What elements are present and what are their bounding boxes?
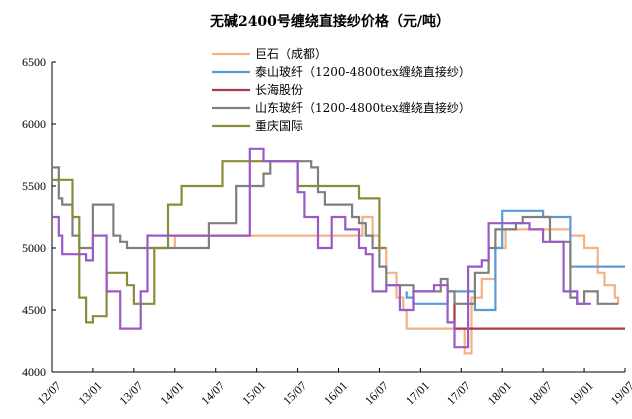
x-tick-label: 18/07 bbox=[526, 379, 555, 408]
y-tick-label: 5500 bbox=[22, 179, 46, 193]
y-tick-label: 6000 bbox=[22, 117, 46, 131]
x-tick-label: 15/01 bbox=[239, 379, 268, 408]
legend-label: 巨石（成都） bbox=[255, 47, 327, 61]
x-tick-label: 18/01 bbox=[485, 379, 514, 408]
x-tick-label: 14/07 bbox=[198, 379, 227, 408]
chart-title: 无碱2400号缠绕直接纱价格（元/吨） bbox=[209, 13, 450, 30]
legend: 巨石（成都） 泰山玻纤（1200-4800tex缠绕直接纱） 长海股份山东玻纤（12… bbox=[212, 47, 471, 133]
x-tick-label: 17/01 bbox=[403, 379, 432, 408]
x-tick-label: 16/07 bbox=[362, 379, 391, 408]
series-line-3 bbox=[453, 303, 625, 330]
x-tick-label: 14/01 bbox=[157, 379, 186, 408]
legend-label: 重庆国际 bbox=[255, 119, 303, 133]
y-tick-label: 5000 bbox=[22, 241, 46, 255]
x-tick-label: 13/01 bbox=[75, 379, 104, 408]
x-tick-label: 17/07 bbox=[444, 379, 473, 408]
legend-label: 山东玻纤（1200-4800tex缠绕直接纱） bbox=[255, 100, 471, 115]
x-tick-label: 19/01 bbox=[567, 379, 596, 408]
x-tick-label: 19/07 bbox=[608, 379, 632, 408]
y-tick-label: 4500 bbox=[22, 303, 46, 317]
x-tick-label: 13/07 bbox=[116, 379, 145, 408]
legend-label: 长海股份 bbox=[255, 82, 303, 97]
x-tick-label: 16/01 bbox=[321, 379, 350, 408]
y-tick-label: 4000 bbox=[22, 365, 46, 379]
y-tick-label: 6500 bbox=[22, 55, 46, 69]
legend-label: 泰山玻纤（1200-4800tex缠绕直接纱） bbox=[255, 64, 471, 79]
x-tick-label: 15/07 bbox=[280, 379, 309, 408]
x-tick-label: 12/07 bbox=[35, 379, 64, 408]
series-line-6 bbox=[52, 147, 591, 349]
plot-area bbox=[52, 147, 625, 355]
series-line-5 bbox=[52, 160, 387, 324]
series-line-4 bbox=[52, 160, 619, 305]
